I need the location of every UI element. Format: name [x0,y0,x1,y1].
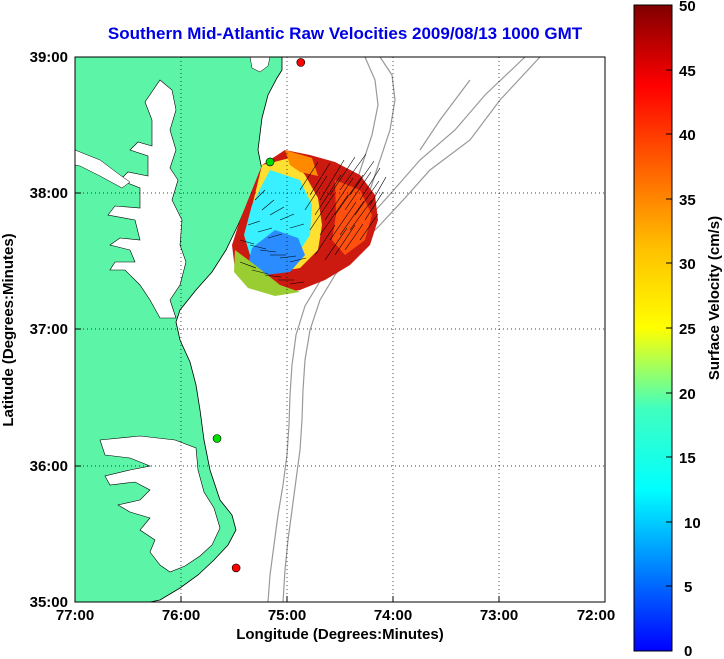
chesapeake-bay [107,79,187,319]
y-tick-label: 39:00 [30,49,68,66]
y-axis-label: Latitude (Degrees:Minutes) [0,233,17,426]
land-mass [75,57,283,602]
station-marker [212,434,222,443]
x-tick-label: 76:00 [162,607,200,624]
y-tick-label: 37:00 [30,321,68,338]
delaware-bay [249,57,271,73]
colorbar-tick-label: 15 [679,450,696,467]
colorbar-tick-label: 5 [684,579,692,596]
x-tick-label: 72:00 [577,607,615,624]
x-tick-marks [74,596,606,602]
y-tick-label: 38:00 [30,185,68,202]
colorbar-label: Surface Velocity (cm/s) [706,216,723,380]
colorbar [633,4,673,652]
colorbar-tick-label: 35 [679,192,696,209]
colorbar-tick-label: 30 [679,256,696,273]
potomac-river [75,149,131,189]
station-marker [296,58,306,67]
colorbar-tick-label: 25 [679,321,696,338]
colorbar-tick-label: 40 [679,127,696,144]
x-tick-label: 75:00 [268,607,306,624]
colorbar-tick-label: 10 [684,515,701,532]
colorbar-tick-label: 45 [679,63,696,80]
map-grid [75,57,605,602]
colorbar-tick-label: 20 [679,386,696,403]
y-tick-label: 35:00 [30,594,68,611]
velocity-field [232,150,387,296]
colorbar-tick-label: 50 [679,0,696,15]
colorbar-tick-label: 0 [684,643,692,659]
y-tick-label: 36:00 [30,458,68,475]
x-tick-label: 74:00 [374,607,412,624]
colorbar-tick-marks [666,4,672,652]
y-tick-marks [75,56,81,603]
x-tick-label: 73:00 [480,607,518,624]
station-marker [231,563,241,573]
station-markers [212,58,306,573]
pamlico-sound [99,435,221,573]
station-marker [265,157,275,167]
chart-title: Southern Mid-Atlantic Raw Velocities 200… [108,24,583,43]
x-axis-label: Longitude (Degrees:Minutes) [236,626,444,643]
x-tick-label: 77:00 [56,607,94,624]
